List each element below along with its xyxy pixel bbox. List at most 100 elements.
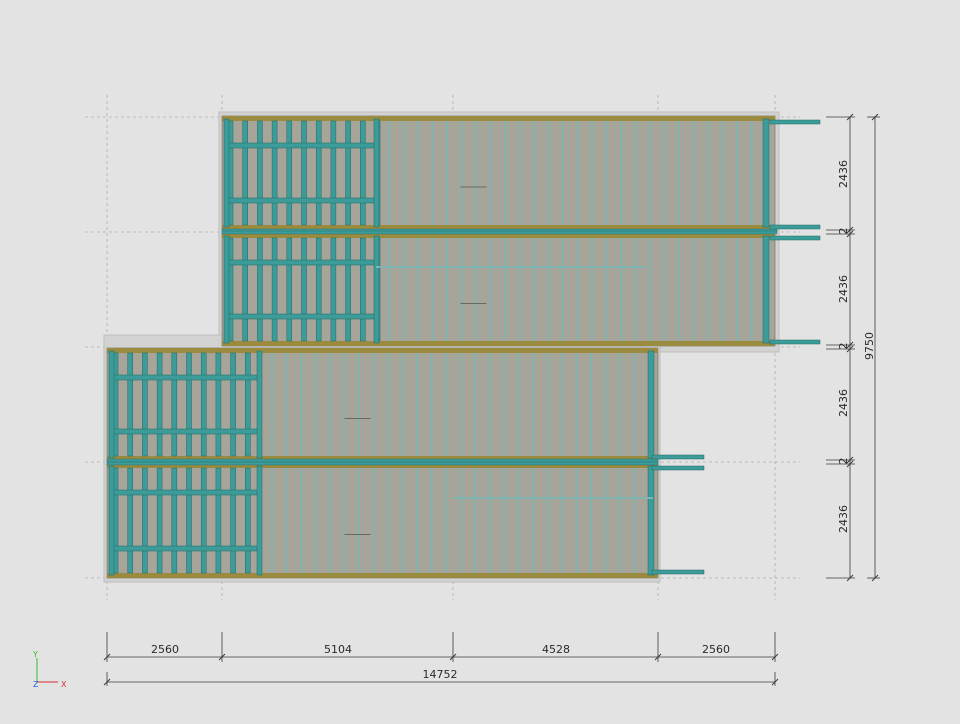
joist <box>460 121 463 225</box>
heavy-joist <box>127 352 133 457</box>
joist <box>489 238 492 341</box>
dimension-tick <box>103 653 111 661</box>
heavy-joist <box>360 237 366 342</box>
dim-label-height-4: 2436 <box>837 505 850 533</box>
joist <box>446 238 448 341</box>
heavy-joist <box>257 120 263 226</box>
edge-beam <box>762 235 770 344</box>
edge-beam <box>256 350 263 459</box>
dimension-tick <box>871 574 879 582</box>
joist <box>314 468 317 573</box>
dimension-tick <box>846 574 854 582</box>
blocking-row <box>225 259 377 266</box>
heavy-joist <box>171 467 178 574</box>
joist <box>633 468 636 573</box>
axes-triad: Y Z X <box>32 650 67 689</box>
floor-panel <box>221 115 776 231</box>
edge-beam <box>223 235 230 344</box>
dim-label-height-2: 2436 <box>837 275 850 303</box>
rim-plate <box>222 116 775 121</box>
joist <box>431 121 434 225</box>
seam-beam <box>106 458 659 463</box>
joist <box>285 468 288 573</box>
joist <box>474 353 476 456</box>
rim-plate <box>107 573 658 578</box>
seam-beam <box>106 461 659 466</box>
heavy-joist <box>156 467 163 574</box>
joist <box>736 238 738 341</box>
heavy-joist <box>215 352 222 457</box>
joist <box>750 238 753 341</box>
joist <box>430 468 433 573</box>
heavy-joist <box>271 237 278 342</box>
joist <box>604 353 607 456</box>
joist <box>402 238 405 341</box>
heavy-joist <box>156 352 163 457</box>
heavy-joist <box>315 120 322 226</box>
joist <box>634 238 637 341</box>
joist <box>547 121 550 225</box>
joist <box>575 353 578 456</box>
joist <box>663 238 666 341</box>
joist <box>416 468 418 573</box>
edge-beam <box>373 235 380 344</box>
joist <box>285 353 288 456</box>
dimension-tick <box>654 653 662 661</box>
edge-beam <box>647 465 655 576</box>
joist <box>546 468 549 573</box>
joist <box>533 238 535 341</box>
blocking-row <box>225 197 377 204</box>
joist <box>445 468 447 573</box>
joist <box>401 468 404 573</box>
cantilever-beam <box>769 224 821 230</box>
joist <box>678 238 680 341</box>
joist <box>503 353 505 456</box>
joist <box>387 468 389 573</box>
joist <box>678 121 680 225</box>
heavy-joist <box>286 120 293 226</box>
joist <box>561 353 563 456</box>
joist <box>561 468 563 573</box>
heavy-joist <box>245 467 251 574</box>
dimension-tick <box>771 678 779 686</box>
joist <box>372 353 375 456</box>
dimension-tick <box>846 341 854 349</box>
joist <box>517 353 520 456</box>
heavy-joist <box>245 352 251 457</box>
joist <box>401 353 404 456</box>
dim-label-overall-height: 9750 <box>863 332 876 360</box>
joist <box>533 121 535 225</box>
heavy-joist <box>230 352 236 457</box>
heavy-joist <box>360 120 366 226</box>
joist <box>721 238 724 341</box>
dimension-tick <box>846 460 854 468</box>
joist <box>488 468 491 573</box>
heavy-joist <box>330 120 337 226</box>
rim-plate <box>107 463 658 468</box>
dimension-tick <box>771 653 779 661</box>
cantilever-beam <box>651 454 705 460</box>
joist <box>517 468 520 573</box>
joist <box>562 238 564 341</box>
joist <box>271 468 273 573</box>
edge-beam <box>223 118 230 228</box>
dimension-lines <box>103 113 880 686</box>
joist <box>446 121 448 225</box>
joist <box>388 121 390 225</box>
joist <box>417 121 419 225</box>
edge-beam <box>256 465 263 576</box>
joist <box>474 468 476 573</box>
axis-label-z: Z <box>33 680 39 689</box>
dimension-tick <box>846 456 854 464</box>
joist <box>459 353 462 456</box>
joist <box>387 353 389 456</box>
joist <box>605 121 608 225</box>
dim-label-width-3: 4528 <box>542 643 570 656</box>
heavy-joist <box>286 237 293 342</box>
blocking-row <box>110 545 260 552</box>
joist <box>575 468 578 573</box>
joist <box>388 238 390 341</box>
heavy-joist <box>142 352 148 457</box>
